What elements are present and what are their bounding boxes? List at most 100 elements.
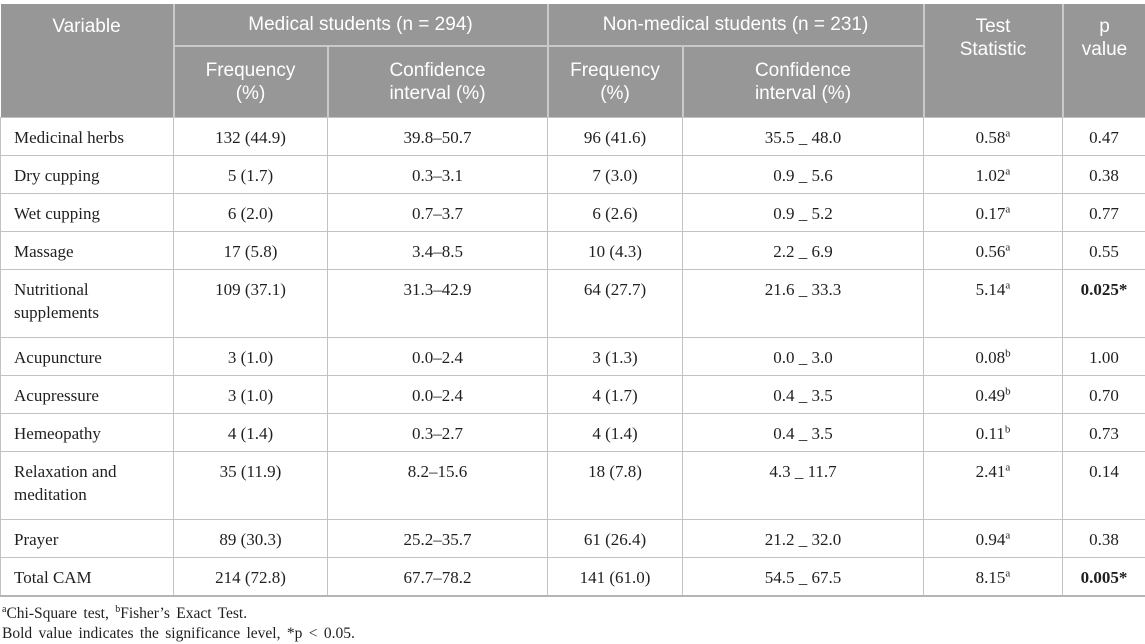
cell-test-statistic: 0.56a bbox=[924, 232, 1063, 270]
cell-variable: Acupuncture bbox=[1, 338, 174, 376]
cell-variable: Massage bbox=[1, 232, 174, 270]
test-statistic-superscript: a bbox=[1005, 461, 1010, 473]
cell-nonmed-ci: 4.3 _ 11.7 bbox=[683, 452, 924, 520]
subheader-nonmedical-confidence: Confidence interval (%) bbox=[683, 46, 924, 118]
cell-test-statistic: 0.49b bbox=[924, 376, 1063, 414]
cell-nonmed-frequency: 6 (2.6) bbox=[548, 194, 683, 232]
table-body: Medicinal herbs 132 (44.9) 39.8–50.7 96 … bbox=[1, 118, 1145, 597]
cell-nonmed-ci: 21.6 _ 33.3 bbox=[683, 270, 924, 338]
cam-usage-table: Variable Medical students (n = 294) Non-… bbox=[0, 4, 1145, 597]
cell-variable: Wet cupping bbox=[1, 194, 174, 232]
cell-variable: Relaxation and meditation bbox=[1, 452, 174, 520]
cell-med-frequency: 214 (72.8) bbox=[174, 558, 328, 597]
cell-med-ci: 8.2–15.6 bbox=[328, 452, 548, 520]
col-header-p-value: p value bbox=[1063, 4, 1145, 118]
cell-med-ci: 3.4–8.5 bbox=[328, 232, 548, 270]
table-row-relaxation-meditation: Relaxation and meditation 35 (11.9) 8.2–… bbox=[1, 452, 1145, 520]
cell-med-frequency: 6 (2.0) bbox=[174, 194, 328, 232]
table-row-prayer: Prayer 89 (30.3) 25.2–35.7 61 (26.4) 21.… bbox=[1, 520, 1145, 558]
cell-med-frequency: 109 (37.1) bbox=[174, 270, 328, 338]
footnote-significance: Bold value indicates the significance le… bbox=[2, 624, 1143, 644]
cell-nonmed-ci: 35.5 _ 48.0 bbox=[683, 118, 924, 156]
test-statistic-superscript: a bbox=[1005, 165, 1010, 177]
cell-variable: Nutritional supplements bbox=[1, 270, 174, 338]
cell-med-ci: 0.3–3.1 bbox=[328, 156, 548, 194]
subheader-medical-frequency: Frequency (%) bbox=[174, 46, 328, 118]
cell-nonmed-ci: 54.5 _ 67.5 bbox=[683, 558, 924, 597]
cell-test-statistic: 0.58a bbox=[924, 118, 1063, 156]
cell-test-statistic: 0.08b bbox=[924, 338, 1063, 376]
table-row-nutritional-supplements: Nutritional supplements 109 (37.1) 31.3–… bbox=[1, 270, 1145, 338]
cell-nonmed-frequency: 96 (41.6) bbox=[548, 118, 683, 156]
cell-med-frequency: 3 (1.0) bbox=[174, 338, 328, 376]
cell-med-ci: 0.3–2.7 bbox=[328, 414, 548, 452]
cell-p-value: 1.00 bbox=[1063, 338, 1145, 376]
cell-med-frequency: 5 (1.7) bbox=[174, 156, 328, 194]
cell-p-value: 0.73 bbox=[1063, 414, 1145, 452]
cell-nonmed-ci: 0.4 _ 3.5 bbox=[683, 376, 924, 414]
cell-p-value: 0.47 bbox=[1063, 118, 1145, 156]
table-row-acupuncture: Acupuncture 3 (1.0) 0.0–2.4 3 (1.3) 0.0 … bbox=[1, 338, 1145, 376]
test-statistic-superscript: a bbox=[1005, 127, 1010, 139]
cell-med-ci: 67.7–78.2 bbox=[328, 558, 548, 597]
group-header-nonmedical-students: Non-medical students (n = 231) bbox=[548, 4, 924, 46]
cell-p-value: 0.77 bbox=[1063, 194, 1145, 232]
cell-nonmed-ci: 0.0 _ 3.0 bbox=[683, 338, 924, 376]
subheader-medical-confidence: Confidence interval (%) bbox=[328, 46, 548, 118]
test-statistic-superscript: a bbox=[1005, 203, 1010, 215]
table-row-hemeopathy: Hemeopathy 4 (1.4) 0.3–2.7 4 (1.4) 0.4 _… bbox=[1, 414, 1145, 452]
footnote-test-types: aChi-Square test, bFisher’s Exact Test. bbox=[2, 604, 1143, 624]
cell-test-statistic: 5.14a bbox=[924, 270, 1063, 338]
cell-med-frequency: 17 (5.8) bbox=[174, 232, 328, 270]
cell-med-ci: 0.7–3.7 bbox=[328, 194, 548, 232]
cell-p-value: 0.38 bbox=[1063, 156, 1145, 194]
cell-nonmed-ci: 21.2 _ 32.0 bbox=[683, 520, 924, 558]
test-statistic-superscript: b bbox=[1005, 385, 1011, 397]
col-header-test-statistic: Test Statistic bbox=[924, 4, 1063, 118]
cell-test-statistic: 0.17a bbox=[924, 194, 1063, 232]
cell-p-value: 0.025* bbox=[1063, 270, 1145, 338]
cell-test-statistic: 0.94a bbox=[924, 520, 1063, 558]
cell-p-value: 0.38 bbox=[1063, 520, 1145, 558]
cell-med-frequency: 132 (44.9) bbox=[174, 118, 328, 156]
cell-med-ci: 0.0–2.4 bbox=[328, 338, 548, 376]
cell-p-value: 0.005* bbox=[1063, 558, 1145, 597]
cell-test-statistic: 2.41a bbox=[924, 452, 1063, 520]
cell-p-value: 0.55 bbox=[1063, 232, 1145, 270]
test-statistic-superscript: a bbox=[1005, 279, 1010, 291]
cell-nonmed-frequency: 4 (1.4) bbox=[548, 414, 683, 452]
cell-variable: Total CAM bbox=[1, 558, 174, 597]
cell-variable: Prayer bbox=[1, 520, 174, 558]
cell-nonmed-ci: 0.4 _ 3.5 bbox=[683, 414, 924, 452]
cell-med-frequency: 4 (1.4) bbox=[174, 414, 328, 452]
table-row-medicinal-herbs: Medicinal herbs 132 (44.9) 39.8–50.7 96 … bbox=[1, 118, 1145, 156]
cell-med-ci: 25.2–35.7 bbox=[328, 520, 548, 558]
cell-p-value: 0.70 bbox=[1063, 376, 1145, 414]
cell-test-statistic: 1.02a bbox=[924, 156, 1063, 194]
cell-nonmed-ci: 2.2 _ 6.9 bbox=[683, 232, 924, 270]
cell-med-frequency: 89 (30.3) bbox=[174, 520, 328, 558]
cell-nonmed-frequency: 18 (7.8) bbox=[548, 452, 683, 520]
test-statistic-superscript: a bbox=[1005, 529, 1010, 541]
cell-med-ci: 0.0–2.4 bbox=[328, 376, 548, 414]
test-statistic-superscript: a bbox=[1005, 241, 1010, 253]
cell-nonmed-frequency: 64 (27.7) bbox=[548, 270, 683, 338]
test-statistic-superscript: b bbox=[1005, 423, 1011, 435]
table-row-massage: Massage 17 (5.8) 3.4–8.5 10 (4.3) 2.2 _ … bbox=[1, 232, 1145, 270]
table-footnotes: aChi-Square test, bFisher’s Exact Test. … bbox=[0, 597, 1145, 644]
table-header: Variable Medical students (n = 294) Non-… bbox=[1, 4, 1145, 118]
cell-med-ci: 39.8–50.7 bbox=[328, 118, 548, 156]
col-header-variable: Variable bbox=[1, 4, 174, 118]
cell-variable: Acupressure bbox=[1, 376, 174, 414]
cell-nonmed-ci: 0.9 _ 5.2 bbox=[683, 194, 924, 232]
table-row-acupressure: Acupressure 3 (1.0) 0.0–2.4 4 (1.7) 0.4 … bbox=[1, 376, 1145, 414]
cell-variable: Medicinal herbs bbox=[1, 118, 174, 156]
cell-nonmed-frequency: 141 (61.0) bbox=[548, 558, 683, 597]
cell-nonmed-ci: 0.9 _ 5.6 bbox=[683, 156, 924, 194]
cell-nonmed-frequency: 4 (1.7) bbox=[548, 376, 683, 414]
table-row-total-cam: Total CAM 214 (72.8) 67.7–78.2 141 (61.0… bbox=[1, 558, 1145, 597]
table-row-wet-cupping: Wet cupping 6 (2.0) 0.7–3.7 6 (2.6) 0.9 … bbox=[1, 194, 1145, 232]
cell-nonmed-frequency: 7 (3.0) bbox=[548, 156, 683, 194]
group-header-medical-students: Medical students (n = 294) bbox=[174, 4, 548, 46]
